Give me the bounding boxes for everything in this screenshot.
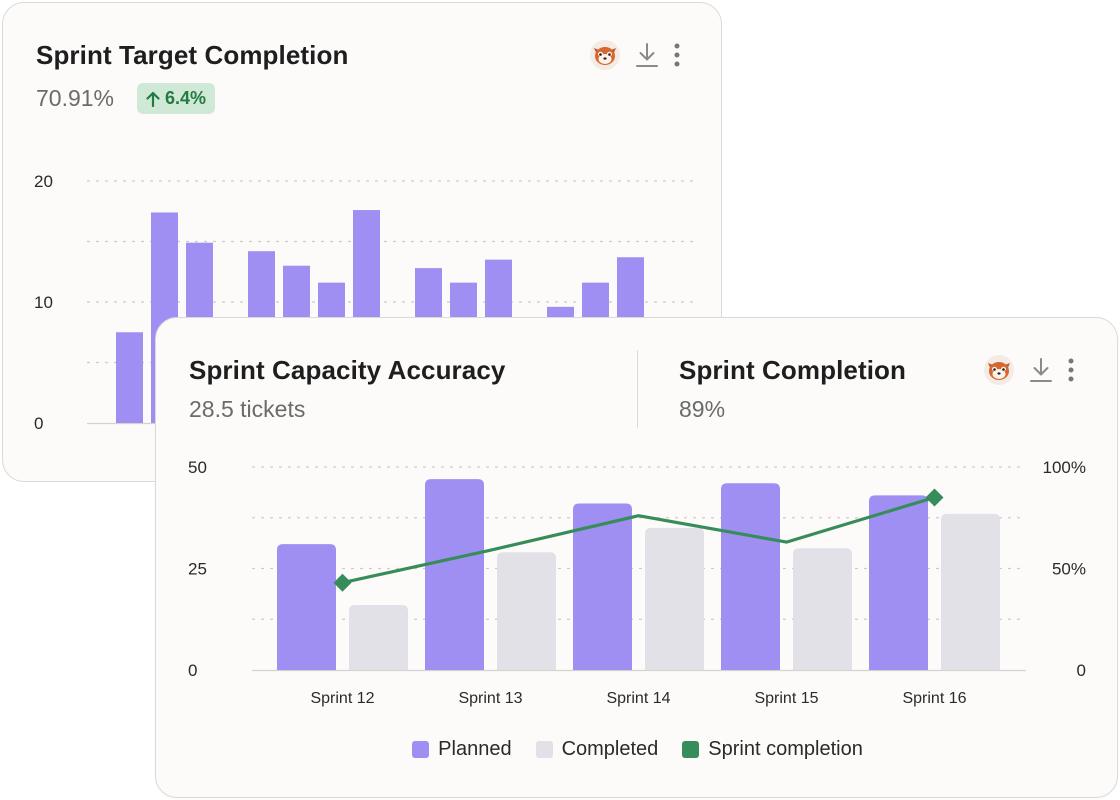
download-icon[interactable] [635, 41, 659, 74]
header-divider [637, 350, 638, 428]
legend-label: Planned [438, 738, 512, 760]
legend-item-sprint-completion[interactable]: Sprint completion [682, 738, 863, 761]
x-tick-label: Sprint 14 [606, 690, 670, 707]
y-left-tick-label: 0 [188, 661, 197, 680]
legend-label: Sprint completion [708, 738, 863, 760]
completed-bar [645, 527, 704, 670]
legend-item-planned[interactable]: Planned [412, 738, 512, 761]
red-panda-avatar-icon[interactable] [589, 39, 621, 76]
trend-badge: 6.4% [137, 83, 216, 114]
card-actions [983, 354, 1075, 391]
y-left-tick-label: 50 [188, 458, 207, 477]
legend-label: Completed [561, 738, 659, 760]
x-tick-label: Sprint 16 [902, 690, 966, 707]
y-tick-label: 20 [34, 172, 53, 191]
legend-swatch-planned [412, 741, 430, 758]
completed-bar [349, 605, 408, 670]
card-actions [589, 39, 681, 76]
legend-swatch-sprint-completion [682, 741, 700, 758]
legend-item-completed[interactable]: Completed [535, 738, 659, 761]
y-tick-label: 0 [34, 414, 43, 433]
legend-swatch-completed [535, 741, 553, 758]
completion-title: Sprint Completion [679, 355, 907, 385]
y-right-tick-label: 50% [1052, 560, 1086, 579]
red-panda-avatar-icon[interactable] [983, 354, 1015, 391]
planned-bar [425, 479, 484, 670]
sprint-capacity-chart: 0 25 50 0 50% 100% Sprint 12 Sprint 13 Sprint 14… [188, 458, 1086, 707]
y-tick-label: 10 [34, 293, 53, 312]
x-tick-label: Sprint 12 [310, 690, 374, 707]
planned-bar [869, 495, 928, 670]
capacity-value: 28.5 tickets [189, 396, 306, 422]
target-bar [116, 332, 143, 423]
y-right-tick-label: 100% [1043, 458, 1086, 477]
x-tick-label: Sprint 13 [458, 690, 522, 707]
y-left-tick-label: 25 [188, 560, 207, 579]
completed-bar [941, 513, 1000, 670]
sprint-capacity-card: Sprint Capacity Accuracy 28.5 tickets Sp… [155, 317, 1118, 798]
download-icon[interactable] [1029, 356, 1053, 389]
sprint-completion-marker [333, 573, 352, 592]
card-value: 70.91% [36, 85, 115, 111]
sprint-completion-marker [925, 488, 944, 507]
card-title: Sprint Target Completion [36, 40, 349, 70]
more-vertical-icon[interactable] [673, 42, 681, 73]
completed-bar [793, 548, 852, 670]
arrow-up-icon [146, 91, 160, 107]
x-tick-label: Sprint 15 [754, 690, 818, 707]
capacity-title: Sprint Capacity Accuracy [189, 355, 506, 385]
y-right-tick-label: 0 [1077, 661, 1086, 680]
chart-legend: Planned Completed Sprint completion [156, 738, 1119, 761]
planned-bar [573, 503, 632, 670]
trend-badge-text: 6.4% [165, 88, 207, 108]
more-vertical-icon[interactable] [1067, 357, 1075, 388]
completion-value: 89% [679, 396, 726, 422]
planned-bar [277, 544, 336, 670]
completed-bar [497, 552, 556, 670]
planned-bar [721, 483, 780, 670]
